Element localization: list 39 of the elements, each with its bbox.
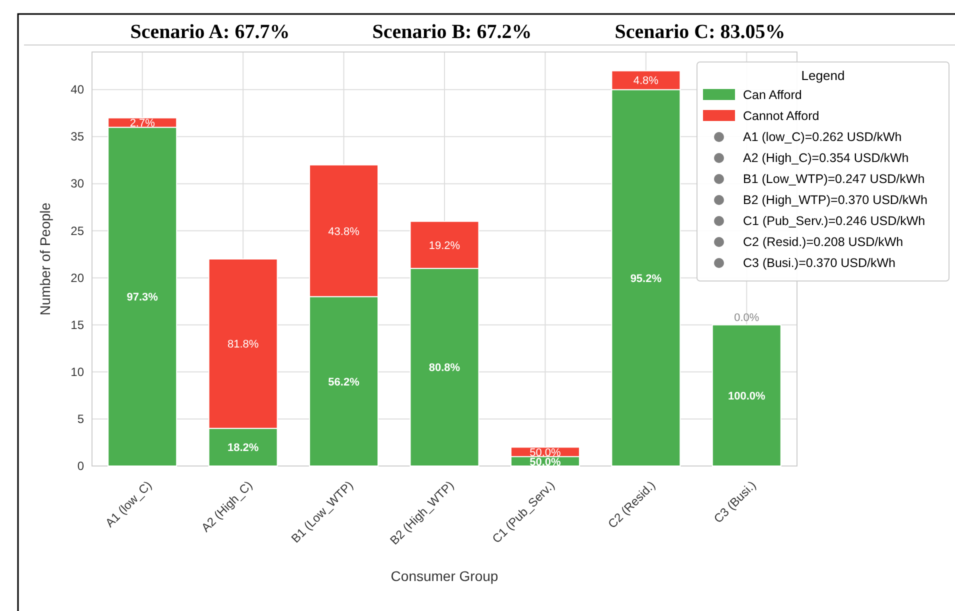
annotation: B2 (High_WTP)=0.370 USD/kWh bbox=[743, 193, 928, 207]
annotation: 100.0% bbox=[728, 390, 766, 402]
y-tick-label: 10 bbox=[70, 364, 84, 379]
bar bbox=[712, 324, 782, 466]
y-tick-label: 5 bbox=[77, 412, 84, 426]
text: Scenario C: 83.05% bbox=[614, 21, 786, 43]
annotation: 56.2% bbox=[328, 376, 360, 388]
annotation: 95.2% bbox=[630, 272, 662, 285]
x-axis-title: Consumer Group bbox=[390, 568, 498, 584]
annotation: C1 (Pub_Serv.)=0.246 USD/kWh bbox=[743, 214, 926, 228]
annotation: 43.8% bbox=[328, 226, 360, 238]
annotation: A1 (low_C)=0.262 USD/kWh bbox=[743, 130, 902, 144]
annotation: 97.3% bbox=[126, 292, 158, 304]
y-tick-label: 25 bbox=[70, 224, 84, 238]
annotation: 0.0% bbox=[734, 312, 760, 324]
annotation: 4.8% bbox=[633, 75, 659, 88]
annotation: 50.0% bbox=[530, 446, 562, 459]
annotation: 50.0% bbox=[530, 456, 562, 468]
annotation: B1 (Low_WTP)=0.247 USD/kWh bbox=[743, 172, 925, 186]
text: Scenario B: 67.2% bbox=[372, 21, 532, 43]
y-tick-label: 30 bbox=[70, 176, 84, 191]
annotation: 80.8% bbox=[428, 362, 460, 374]
annotation: C2 (Resid.)=0.208 USD/kWh bbox=[743, 235, 904, 249]
y-tick-label: 0 bbox=[77, 459, 84, 473]
annotation: 2.7% bbox=[130, 118, 156, 130]
y-axis-title: Number of People bbox=[37, 202, 53, 316]
annotation: C3 (Busi.)=0.370 USD/kWh bbox=[743, 256, 896, 270]
annotation: A2 (High_C)=0.354 USD/kWh bbox=[743, 151, 909, 165]
legend-title: Legend bbox=[801, 68, 845, 83]
y-tick-label: 35 bbox=[70, 130, 84, 144]
annotation: 18.2% bbox=[227, 442, 259, 454]
text: Scenario A: 67.7% bbox=[130, 21, 290, 43]
y-tick-label: 15 bbox=[70, 318, 84, 332]
y-tick-label: 20 bbox=[70, 270, 84, 285]
annotation: 19.2% bbox=[428, 240, 460, 252]
annotation: 81.8% bbox=[227, 338, 259, 351]
y-tick-label: 40 bbox=[70, 82, 84, 97]
legend-label: Cannot Afford bbox=[743, 109, 820, 123]
legend-label: Can Afford bbox=[743, 88, 802, 102]
